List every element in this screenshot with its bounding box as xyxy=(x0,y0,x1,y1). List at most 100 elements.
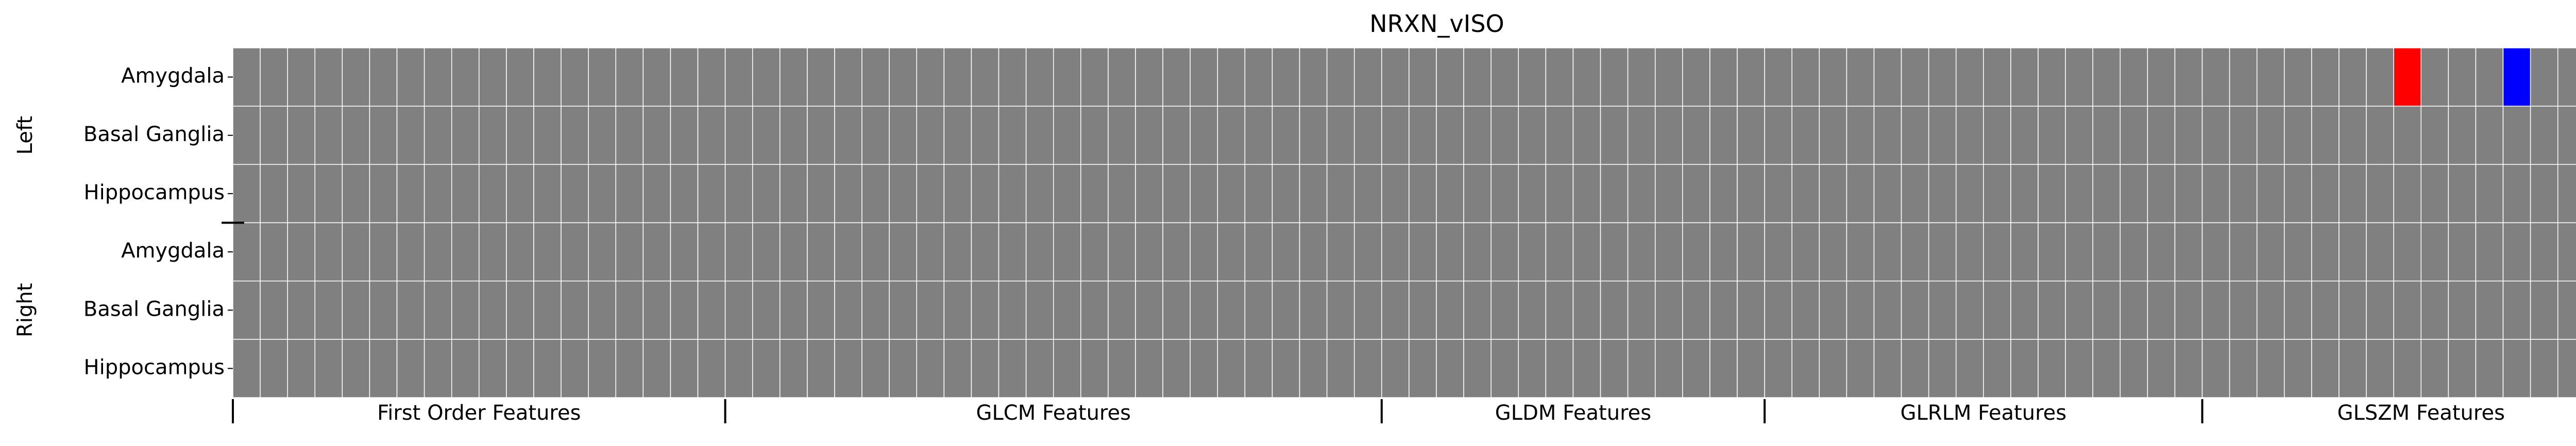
heatmap-cell xyxy=(916,222,945,282)
heatmap-cell xyxy=(861,222,890,282)
y-tick-label: Basal Ganglia xyxy=(83,123,225,146)
heatmap-cell xyxy=(260,339,288,398)
heatmap-cell xyxy=(588,280,617,340)
heatmap-cell xyxy=(396,47,425,107)
heatmap-cell xyxy=(1108,339,1136,398)
heatmap-cell xyxy=(2530,339,2558,398)
heatmap-cell xyxy=(2393,339,2422,398)
heatmap-cell xyxy=(506,47,534,107)
heatmap-cell xyxy=(1928,164,1957,224)
heatmap-cell xyxy=(1791,106,1820,165)
heatmap-cell xyxy=(287,339,316,398)
heatmap-cell xyxy=(1654,164,1683,224)
heatmap-cell xyxy=(2174,164,2203,224)
heatmap-cell xyxy=(1600,106,1629,165)
heatmap-cell xyxy=(396,164,425,224)
heatmap-cell xyxy=(2201,47,2230,107)
heatmap-cell xyxy=(1846,106,1875,165)
heatmap-cell xyxy=(2338,280,2367,340)
heatmap-cell xyxy=(1463,106,1492,165)
heatmap-cell xyxy=(479,339,507,398)
heatmap-cell xyxy=(1409,339,1437,398)
heatmap-cell xyxy=(2092,164,2121,224)
heatmap-cell xyxy=(724,164,753,224)
heatmap-cell xyxy=(1654,47,1683,107)
heatmap-cell xyxy=(1901,47,1929,107)
heatmap-cell xyxy=(423,47,452,107)
heatmap-cell xyxy=(1490,164,1519,224)
heatmap-cell xyxy=(451,280,480,340)
heatmap-cell xyxy=(1518,164,1547,224)
heatmap-cell xyxy=(1353,47,1382,107)
heatmap-cell xyxy=(1819,106,1848,165)
heatmap-cell xyxy=(1381,164,1410,224)
heatmap-cell xyxy=(1053,280,1081,340)
heatmap-cell xyxy=(1709,164,1738,224)
heatmap-cell xyxy=(1409,106,1437,165)
heatmap-cell xyxy=(2557,280,2576,340)
heatmap-cell xyxy=(752,47,781,107)
heatmap-cell xyxy=(287,106,316,165)
heatmap-cell xyxy=(2338,222,2367,282)
heatmap-cell xyxy=(1108,106,1136,165)
heatmap-cell xyxy=(1463,222,1492,282)
heatmap-cell xyxy=(1819,47,1848,107)
heatmap-cell xyxy=(561,106,589,165)
heatmap-cell xyxy=(1709,222,1738,282)
heatmap-cell xyxy=(1572,280,1601,340)
heatmap-cell xyxy=(1299,339,1328,398)
heatmap-cell xyxy=(752,339,781,398)
heatmap-cell xyxy=(314,47,343,107)
heatmap-cell xyxy=(1545,222,1574,282)
heatmap-cell xyxy=(2229,339,2258,398)
heatmap-cell xyxy=(1162,339,1191,398)
heatmap-cell xyxy=(1326,280,1355,340)
heatmap-cell xyxy=(479,164,507,224)
heatmap-cell xyxy=(1353,339,1382,398)
heatmap-cell xyxy=(889,280,918,340)
heatmap-cell xyxy=(232,164,261,224)
heatmap-cell xyxy=(1272,280,1300,340)
heatmap-cell xyxy=(1080,164,1109,224)
heatmap-cell xyxy=(1627,164,1656,224)
heatmap-cell xyxy=(1490,280,1519,340)
heatmap-cell xyxy=(2420,47,2449,107)
heatmap-cell xyxy=(2338,164,2367,224)
heatmap-cell xyxy=(2366,339,2394,398)
heatmap-cell xyxy=(561,339,589,398)
heatmap-cell xyxy=(1682,339,1710,398)
heatmap-cell xyxy=(1381,280,1410,340)
heatmap-cell xyxy=(998,280,1027,340)
heatmap-cell xyxy=(943,339,972,398)
heatmap-cell xyxy=(1983,164,2011,224)
heatmap-cell xyxy=(533,47,562,107)
heatmap-cell xyxy=(2557,339,2576,398)
heatmap-cell xyxy=(1983,106,2011,165)
heatmap-cell xyxy=(1463,339,1492,398)
heatmap-cell xyxy=(232,339,261,398)
heatmap-cell xyxy=(2475,47,2504,107)
heatmap-cell xyxy=(615,222,644,282)
heatmap-cell xyxy=(889,47,918,107)
heatmap-cell xyxy=(1162,164,1191,224)
heatmap-cell xyxy=(943,280,972,340)
heatmap-cell xyxy=(943,47,972,107)
heatmap-cell xyxy=(2092,339,2121,398)
heatmap-cell xyxy=(506,280,534,340)
heatmap-cell xyxy=(2366,47,2394,107)
heatmap-cell xyxy=(1928,106,1957,165)
heatmap-cell xyxy=(889,339,918,398)
heatmap-cell xyxy=(1217,47,1246,107)
heatmap-cell xyxy=(1627,339,1656,398)
x-group-label: GLDM Features xyxy=(1495,401,1651,425)
heatmap-cell xyxy=(2120,106,2148,165)
heatmap-cell xyxy=(423,280,452,340)
heatmap-cell xyxy=(2038,222,2066,282)
heatmap-cell xyxy=(642,339,671,398)
heatmap-cell xyxy=(779,106,808,165)
heatmap-cell xyxy=(2010,280,2039,340)
heatmap-cell xyxy=(1983,222,2011,282)
heatmap-cell xyxy=(369,339,398,398)
heatmap-cell xyxy=(2448,339,2477,398)
heatmap-cell xyxy=(1819,280,1848,340)
